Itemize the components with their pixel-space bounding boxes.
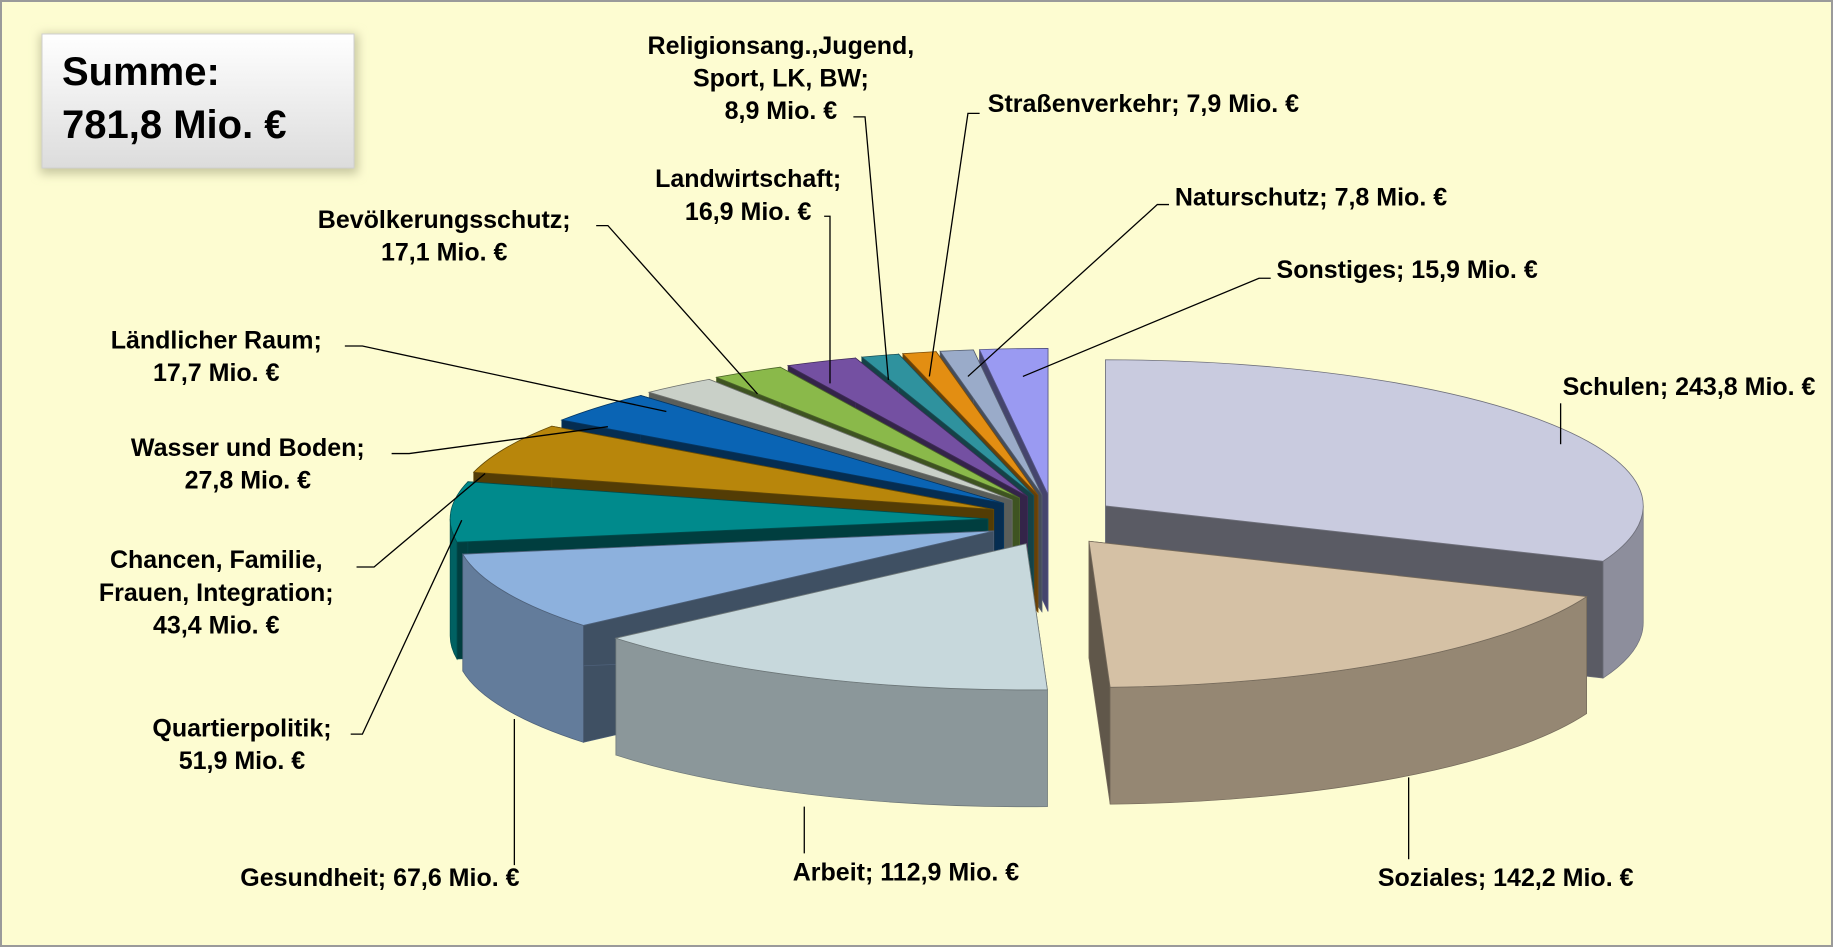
data-label: 27,8 Mio. € [185, 467, 312, 495]
data-label: 17,7 Mio. € [153, 359, 280, 387]
data-label: 16,9 Mio. € [685, 198, 812, 226]
slice [449, 481, 988, 543]
slice [901, 351, 1039, 496]
slice [860, 353, 1035, 496]
data-label: Straßenverkehr; 7,9 Mio. € [988, 90, 1299, 118]
slice [1088, 540, 1588, 688]
data-label: Frauen, Integration; [99, 579, 334, 607]
leader-line [356, 472, 486, 568]
slice [560, 395, 1004, 504]
data-label: Schulen; 243,8 Mio. € [1563, 373, 1816, 401]
sum-label: Summe: [62, 50, 220, 94]
data-label: 51,9 Mio. € [179, 747, 306, 775]
data-label: Ländlicher Raum; [111, 326, 322, 354]
data-label: Gesundheit; 67,6 Mio. € [240, 864, 519, 892]
leader-line [1022, 277, 1271, 378]
slice [939, 349, 1043, 496]
data-label: 8,9 Mio. € [725, 97, 838, 125]
data-label: 43,4 Mio. € [153, 612, 280, 640]
leader-line [391, 426, 608, 455]
data-label: Bevölkerungsschutz; [318, 206, 571, 234]
data-label: Chancen, Familie, [110, 546, 323, 574]
data-label: 17,1 Mio. € [381, 239, 508, 267]
labels: Schulen; 243,8 Mio. € Soziales; 142,2 Mio… [99, 32, 1816, 892]
slice [472, 425, 994, 510]
leader-line [350, 519, 463, 735]
data-label: Religionsang.,Jugend, [648, 32, 915, 60]
sum-value: 781,8 Mio. € [62, 103, 287, 147]
slice [614, 543, 1048, 691]
leader-line [853, 116, 890, 380]
slice [786, 357, 1028, 497]
slice [647, 378, 1013, 501]
leader-line [596, 224, 759, 395]
leader-line [967, 203, 1170, 377]
leader-line [344, 345, 667, 413]
slice [1105, 359, 1644, 562]
data-label: Landwirtschaft; [655, 165, 841, 193]
data-label: Quartierpolitik; [152, 714, 331, 742]
pie [449, 348, 1644, 808]
data-label: Arbeit; 112,9 Mio. € [793, 858, 1020, 886]
leader-line [824, 215, 831, 384]
data-label: Sonstiges; 15,9 Mio. € [1277, 256, 1538, 284]
leader-line [928, 112, 980, 377]
slice [978, 348, 1049, 495]
data-label: Wasser und Boden; [131, 434, 365, 462]
data-label: Sport, LK, BW; [693, 65, 869, 93]
sum-box [41, 33, 355, 169]
data-label: Naturschutz; 7,8 Mio. € [1175, 184, 1447, 212]
slice [462, 530, 994, 626]
slice [715, 366, 1020, 499]
data-label: Soziales; 142,2 Mio. € [1378, 864, 1634, 892]
